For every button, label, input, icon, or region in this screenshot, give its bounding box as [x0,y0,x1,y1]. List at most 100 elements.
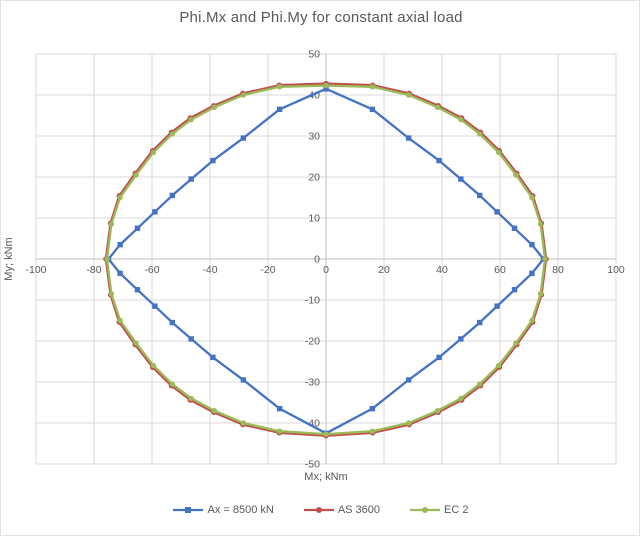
series-marker-circle [513,340,519,346]
series-marker-circle [188,116,194,123]
legend-item-ec-2[interactable]: EC 2 [410,504,469,516]
series-marker-square [477,192,483,199]
x-tick-label: 40 [436,264,448,276]
legend-marker-icon [410,507,441,513]
x-tick-label: 0 [323,264,329,276]
x-tick-label: -20 [260,264,275,276]
x-tick-label: 80 [552,264,564,276]
x-axis-title: Mx; kNm [304,471,348,483]
legend-item-as-3600[interactable]: AS 3600 [303,504,380,516]
y-tick-label: 10 [308,213,320,225]
series-marker-square [436,354,442,361]
series-marker-square [134,225,141,231]
series-marker-square [494,209,500,215]
series-marker-square [134,287,141,293]
series-marker-square [169,319,175,326]
series-marker-circle [117,194,123,201]
series-marker-circle [405,92,412,98]
series-marker-square [529,241,535,248]
series-marker-circle [169,131,175,137]
series-marker-circle [513,172,519,178]
y-axis-title: My; kNm [3,237,15,281]
series-marker-square [405,135,412,141]
series-marker-circle [529,317,535,324]
series-marker-square [152,209,158,215]
y-tick-label: 20 [308,172,320,184]
y-tick-label: -40 [305,418,320,430]
series-marker-circle [458,116,464,123]
series-marker-square [369,405,376,412]
series-marker-circle [108,221,115,227]
series-marker-circle [542,256,548,262]
series-marker-circle [369,428,376,434]
series-marker-square [152,303,158,309]
series-marker-circle [108,291,115,297]
plot-border [35,53,617,465]
series-marker-circle [133,172,139,178]
series-marker-circle [434,104,441,111]
y-tick-label: -30 [305,377,320,389]
y-tick-label: -10 [305,295,320,307]
series-marker-circle [495,149,502,156]
series-marker-square [276,405,283,412]
series-marker-circle [323,82,329,89]
series-marker-square [117,270,123,277]
legend-marker-icon [303,507,334,513]
x-tick-label: 20 [378,264,390,276]
legend-item-ax-8500-kn[interactable]: Ax = 8500 kN [173,504,274,516]
series-marker-square [188,176,194,182]
series-marker-square [458,176,464,182]
series-marker-circle [405,420,412,426]
series-marker-circle [117,317,123,324]
y-tick-label: 0 [314,254,320,266]
series-marker-circle [188,395,194,402]
series-marker-square [436,157,442,164]
series-marker-circle [276,84,283,90]
series-marker-circle [495,362,502,369]
chart-title[interactable]: Phi.Mx and Phi.My for constant axial loa… [179,9,463,26]
series-marker-circle [240,420,247,426]
series-marker-square [405,377,412,383]
series-marker-square [169,192,175,199]
x-tick-label: -40 [202,264,217,276]
series-marker-circle [369,84,376,90]
series-marker-square [210,354,216,361]
x-tick-label: 60 [494,264,506,276]
legend-label: EC 2 [444,504,469,516]
series-marker-circle [537,221,544,227]
series-marker-square [477,319,483,326]
x-tick-label: -100 [25,264,46,276]
series-marker-circle [529,194,535,201]
series-marker-square [369,106,376,113]
series-marker-circle [323,431,329,437]
series-marker-circle [150,149,157,156]
series-marker-circle [276,428,283,434]
series-marker-square [458,336,464,342]
series-marker-circle [211,408,218,414]
series-marker-square [240,377,247,383]
series-marker-square [240,135,247,141]
y-tick-label: 40 [308,90,320,102]
legend[interactable]: Ax = 8500 kN AS 3600 EC 2 [1,504,640,516]
series-marker-circle [458,395,464,402]
series-marker-circle [537,291,544,297]
series-marker-square [529,270,535,277]
legend-marker-icon [173,507,204,513]
y-tick-label: -20 [305,336,320,348]
series-marker-square [188,336,194,342]
x-tick-label: -80 [86,264,101,276]
y-tick-label: -50 [305,459,320,471]
x-tick-label: 100 [607,264,625,276]
series-marker-square [511,287,518,293]
series-marker-square [494,303,500,309]
legend-label: Ax = 8500 kN [207,504,274,516]
series-marker-circle [434,408,441,414]
series-marker-circle [104,256,110,262]
series-marker-circle [150,362,157,369]
series-marker-square [511,225,518,231]
series-marker-square [276,106,283,113]
series-marker-square [210,157,216,164]
x-tick-label: -60 [144,264,159,276]
